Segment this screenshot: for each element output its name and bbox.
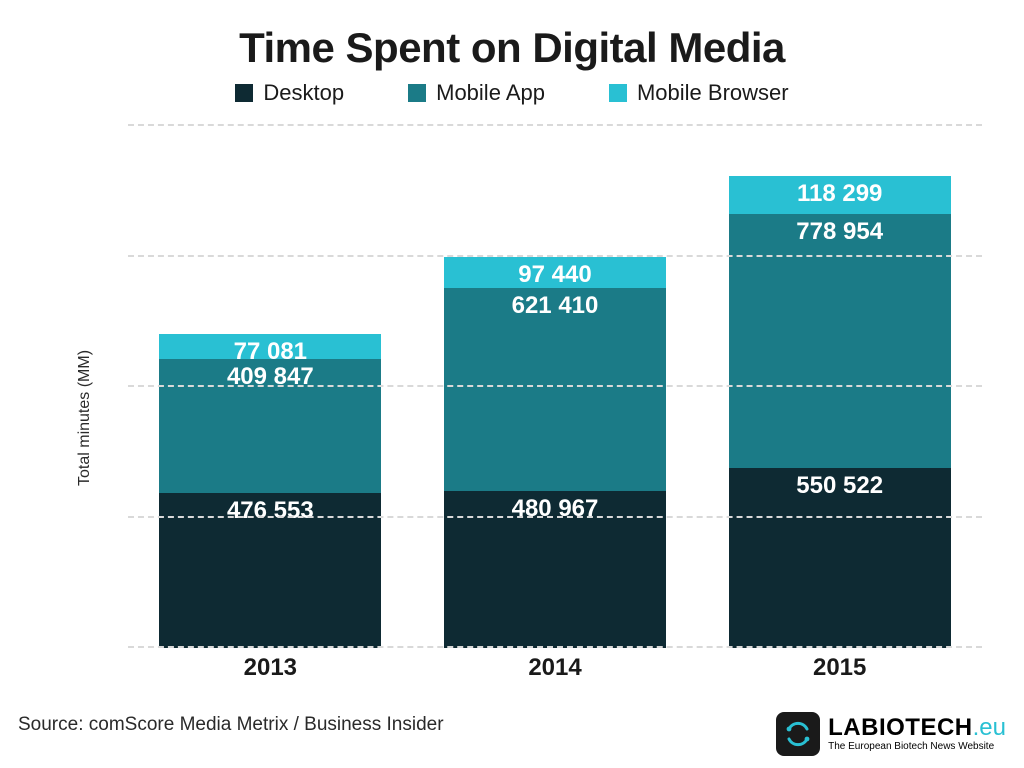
stacked-bar: 480 967 621 410 97 440: [444, 257, 666, 648]
legend-item: Desktop: [235, 80, 344, 106]
source-attribution: Source: comScore Media Metrix / Business…: [18, 714, 444, 736]
bar-slot: 476 553 409 84777 081: [128, 126, 413, 648]
y-axis-label: Total minutes (MM): [76, 350, 94, 486]
logo-tagline: The European Biotech News Website: [828, 742, 1006, 752]
logo-text: LABIOTECH.eu The European Biotech News W…: [828, 716, 1006, 752]
logo-wordmark: LABIOTECH.eu: [828, 716, 1006, 740]
publisher-logo: LABIOTECH.eu The European Biotech News W…: [776, 712, 1006, 756]
legend-label: Mobile Browser: [637, 80, 789, 106]
bar-segment: 778 954: [729, 214, 951, 468]
bar-segment: 77 081: [159, 334, 381, 359]
legend-swatch: [408, 84, 426, 102]
bar-value-label: 778 954: [729, 218, 951, 246]
bar-segment: 409 847: [159, 359, 381, 493]
bar-value-label: 621 410: [444, 292, 666, 320]
chart-title: Time Spent on Digital Media: [0, 0, 1024, 72]
bar-value-label: 97 440: [444, 261, 666, 289]
gridline: [128, 385, 982, 387]
legend-label: Mobile App: [436, 80, 545, 106]
x-axis-label: 2014: [413, 648, 698, 686]
legend-label: Desktop: [263, 80, 344, 106]
bar-value-label: 77 081: [159, 338, 381, 366]
gridline: [128, 124, 982, 126]
gridline: [128, 255, 982, 257]
logo-badge-icon: [776, 712, 820, 756]
legend-item: Mobile App: [408, 80, 545, 106]
plot-region: 476 553 409 84777 081 480 967 621 410 97 440…: [128, 126, 982, 648]
bar-value-label: 480 967: [444, 495, 666, 523]
logo-main-text: LABIOTECH: [828, 714, 973, 741]
legend-swatch: [609, 84, 627, 102]
bar-segment: 550 522: [729, 468, 951, 648]
gridline: [128, 516, 982, 518]
x-axis-label: 2013: [128, 648, 413, 686]
bar-segment: 97 440: [444, 257, 666, 289]
x-axis-labels: 201320142015: [128, 648, 982, 686]
bar-slot: 480 967 621 410 97 440: [413, 126, 698, 648]
stacked-bar: 476 553 409 84777 081: [159, 334, 381, 648]
bar-value-label: 476 553: [159, 497, 381, 525]
chart-area: Total minutes (MM) 476 553409 84777 0814…: [84, 126, 982, 686]
bar-segment: 621 410: [444, 288, 666, 491]
legend: Desktop Mobile App Mobile Browser: [0, 80, 1024, 106]
sync-icon: [783, 719, 813, 749]
bar-value-label: 118 299: [729, 180, 951, 208]
bars-container: 476 553 409 84777 081 480 967 621 410 97 440…: [128, 126, 982, 648]
x-axis-label: 2015: [697, 648, 982, 686]
stacked-bar: 550 522 778 954 118 299: [729, 176, 951, 648]
legend-item: Mobile Browser: [609, 80, 789, 106]
bar-segment: 118 299: [729, 176, 951, 215]
bar-slot: 550 522 778 954 118 299: [697, 126, 982, 648]
bar-value-label: 550 522: [729, 472, 951, 500]
logo-suffix: .eu: [973, 714, 1006, 741]
legend-swatch: [235, 84, 253, 102]
